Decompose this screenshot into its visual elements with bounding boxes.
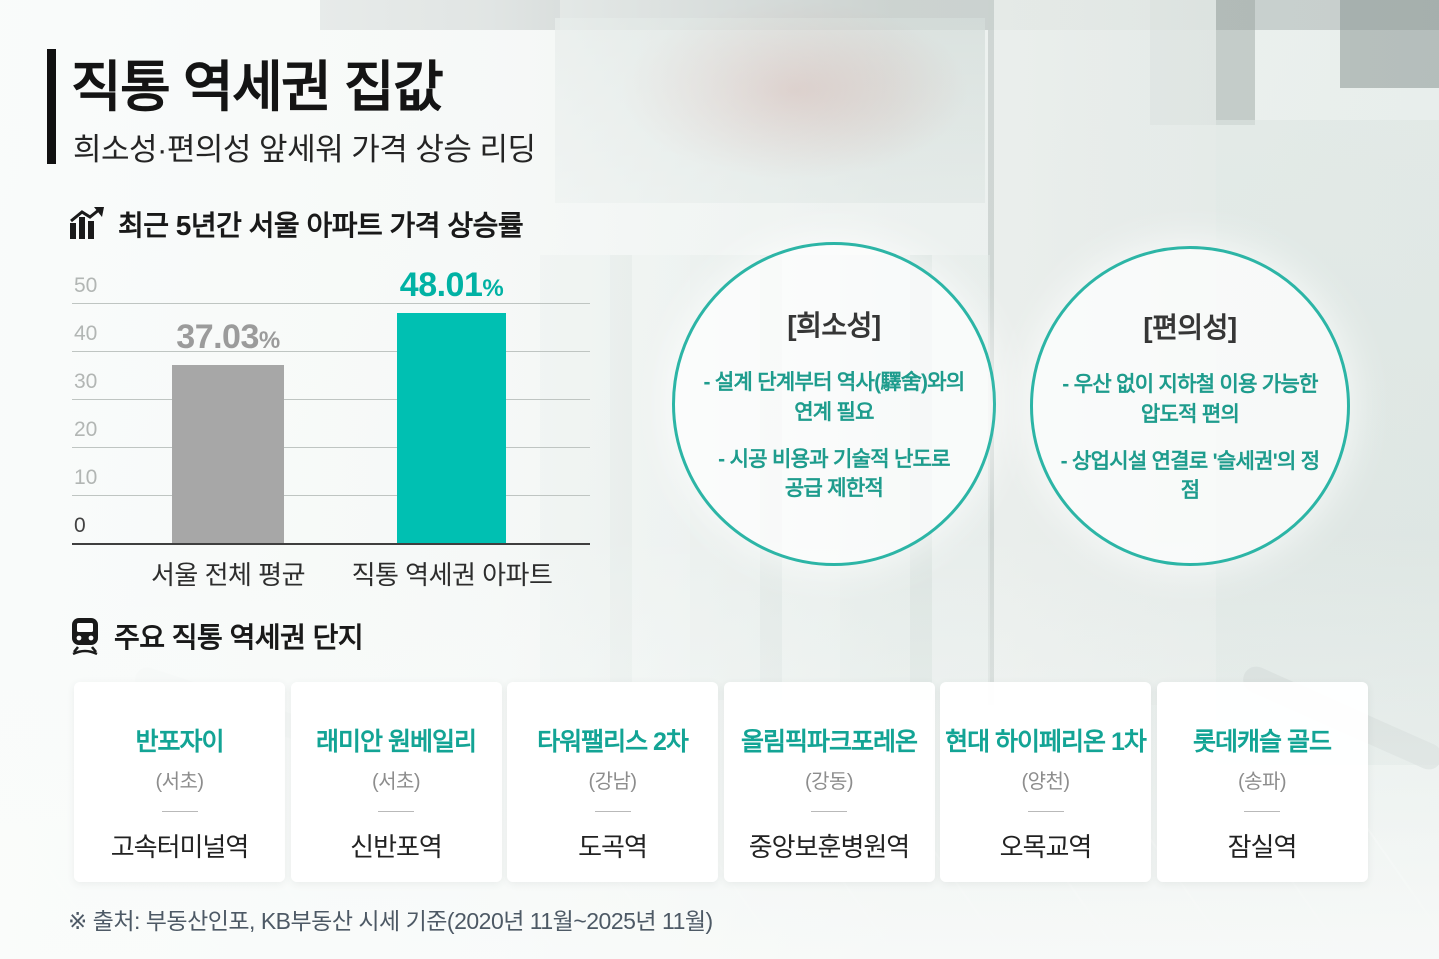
y-tick-label-20: 20: [74, 418, 98, 441]
x-axis-label-seoul-average: 서울 전체 평균: [151, 560, 305, 590]
divider: [594, 811, 631, 812]
bar-value-label: 48.01%: [399, 265, 504, 304]
complex-section-header: 주요 직통 역세권 단지: [68, 616, 364, 656]
y-gridline-30: [72, 399, 590, 400]
divider: [811, 811, 847, 812]
complex-section-title: 주요 직통 역세권 단지: [114, 622, 364, 653]
complex-card-lottecastle: 롯데캐슬 골드 (송파) 잠실역: [1156, 682, 1368, 882]
complex-name: 롯데캐슬 골드: [1193, 728, 1332, 756]
complex-district: (서초): [155, 771, 204, 793]
bar-value-label: 37.03%: [176, 318, 280, 357]
divider: [378, 811, 414, 812]
convenience-bullet-1: - 우산 없이 지하철 이용 가능한 압도적 편의: [1062, 373, 1318, 426]
station-name: 신반포역: [350, 832, 443, 862]
scarcity-bullet-1: - 설계 단계부터 역사(驛舍)와의 연계 필요: [703, 371, 965, 424]
station-name: 오목교역: [999, 832, 1093, 862]
complex-district: (송파): [1237, 771, 1287, 793]
convenience-bullet-2: - 상업시설 연결로 '슬세권'의 정점: [1060, 450, 1321, 503]
station-name: 도곡역: [578, 832, 648, 862]
complex-name: 타워팰리스 2차: [537, 728, 689, 756]
chart-title: 최근 5년간 서울 아파트 가격 상승률: [118, 210, 524, 241]
train-icon: [68, 617, 102, 655]
divider: [1027, 811, 1064, 812]
scarcity-heading: [희소성]: [787, 310, 881, 342]
complex-name: 올림픽파크포레온: [740, 728, 918, 756]
y-tick-label-30: 30: [74, 370, 98, 393]
page-subtitle: 희소성·편의성 앞세워 가격 상승 리딩: [73, 132, 536, 167]
complex-district: (강남): [588, 771, 637, 793]
complex-name: 래미안 원베일리: [316, 728, 477, 756]
title-accent-bar: [47, 49, 56, 164]
complex-district: (서초): [371, 771, 421, 793]
bar-chart-growth-icon: [68, 207, 106, 241]
complex-card-onebailey: 래미안 원베일리 (서초) 신반포역: [290, 682, 502, 882]
x-axis-label-station-area: 직통 역세권 아파트: [351, 560, 553, 590]
convenience-circle: [편의성] - 우산 없이 지하철 이용 가능한 압도적 편의 - 상업시설 연…: [1030, 246, 1350, 566]
divider: [1244, 811, 1280, 812]
convenience-heading: [편의성]: [1143, 312, 1237, 344]
complex-card-towerpalace: 타워팰리스 2차 (강남) 도곡역: [507, 682, 718, 882]
chart-section-header: 최근 5년간 서울 아파트 가격 상승률: [68, 204, 524, 244]
divider: [161, 811, 198, 812]
bar-seoul-average: 37.03%: [172, 318, 284, 543]
source-note: ※ 출처: 부동산인포, KB부동산 시세 기준(2020년 11월~2025년…: [68, 908, 713, 934]
complex-district: (강동): [804, 771, 854, 793]
station-name: 중앙보훈병원역: [748, 832, 910, 862]
y-gridline-40: [72, 351, 590, 352]
complex-card-foreon: 올림픽파크포레온 (강동) 중앙보훈병원역: [723, 682, 935, 882]
scarcity-circle: [희소성] - 설계 단계부터 역사(驛舍)와의 연계 필요 - 시공 비용과 …: [672, 242, 996, 566]
complex-card-banpo: 반포자이 (서초) 고속터미널역: [74, 682, 285, 882]
complex-name: 반포자이: [135, 728, 224, 756]
complex-card-hyperion: 현대 하이페리온 1차 (양천) 오목교역: [940, 682, 1151, 882]
bar-station-area: 48.01%: [397, 266, 506, 543]
complex-name: 현대 하이페리온 1차: [945, 728, 1147, 756]
y-gridline-50: [72, 303, 590, 304]
y-tick-label-40: 40: [74, 322, 98, 345]
station-name: 고속터미널역: [110, 832, 250, 862]
page-title: 직통 역세권 집값: [71, 56, 444, 118]
station-name: 잠실역: [1227, 832, 1298, 862]
y-gridline-0: [72, 543, 590, 545]
y-gridline-20: [72, 447, 590, 448]
y-tick-label-10: 10: [74, 466, 98, 489]
scarcity-bullet-2: - 시공 비용과 기술적 난도로 공급 제한적: [718, 448, 950, 501]
y-tick-label-0: 0: [74, 514, 86, 537]
y-gridline-10: [72, 495, 590, 496]
y-tick-label-50: 50: [74, 274, 98, 297]
complex-district: (양천): [1021, 771, 1070, 793]
bar-chart: 50 40 30 20 10 0 37.03% 48.01% 서울 전체 평균 직통 역세…: [72, 266, 590, 590]
